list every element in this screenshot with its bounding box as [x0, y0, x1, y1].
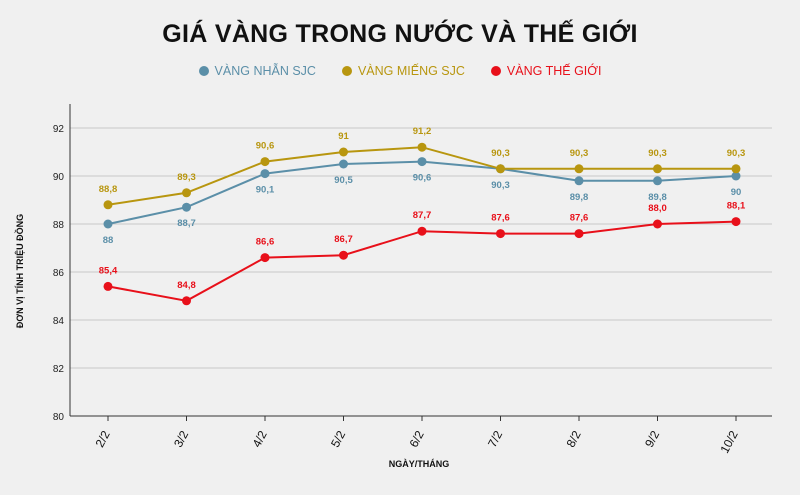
data-point [182, 188, 191, 198]
legend-item-vang-mieng: VÀNG MIẾNG SJC [341, 64, 465, 78]
data-point [574, 176, 584, 186]
data-point [417, 157, 427, 167]
y-tick-label: 82 [53, 364, 65, 375]
x-tick-label: 10/2 [717, 428, 740, 455]
data-point [103, 281, 113, 291]
data-point [417, 226, 427, 236]
x-tick-label: 5/2 [328, 428, 348, 450]
legend-marker-vang-nhan [198, 66, 209, 76]
data-point [339, 159, 348, 169]
data-label: 90,6 [256, 141, 275, 152]
y-tick-label: 86 [53, 268, 65, 279]
data-label: 90,3 [648, 148, 667, 159]
data-label: 87,7 [413, 210, 432, 221]
data-label: 88,0 [648, 203, 667, 214]
data-point [653, 176, 662, 186]
data-label: 88,1 [727, 201, 746, 212]
y-tick-label: 90 [53, 172, 65, 183]
data-point [103, 219, 113, 229]
data-label: 89,8 [570, 192, 589, 203]
data-point [260, 253, 270, 263]
legend-marker-vang-the-gioi [490, 66, 501, 76]
data-point [260, 157, 270, 167]
data-point [731, 217, 741, 227]
x-tick-label: 4/2 [250, 428, 270, 450]
data-point [182, 202, 191, 212]
data-label: 90 [731, 187, 742, 198]
data-label: 90,3 [491, 180, 510, 191]
data-label: 90,3 [570, 148, 589, 159]
legend-label-vang-the-gioi: VÀNG THẾ GIỚI [506, 64, 602, 78]
y-tick-label: 92 [53, 124, 65, 135]
data-point [574, 164, 584, 174]
data-point [182, 296, 191, 306]
data-label: 86,7 [334, 234, 353, 245]
data-label: 89,3 [177, 172, 196, 183]
data-point [574, 229, 584, 239]
data-label: 86,6 [256, 237, 275, 248]
x-axis-title: NGÀY/THÁNG [388, 459, 450, 469]
x-tick-label: 7/2 [485, 428, 505, 450]
data-label: 89,8 [648, 192, 667, 203]
legend-item-vang-nhan: VÀNG NHẪN SJC [198, 64, 316, 78]
x-tick-label: 8/2 [564, 428, 584, 450]
data-point [260, 169, 270, 179]
data-label: 90,3 [491, 148, 510, 159]
data-point [731, 164, 741, 174]
data-label: 84,8 [177, 280, 196, 291]
data-label: 87,6 [570, 213, 589, 224]
data-label: 85,4 [99, 265, 118, 276]
data-label: 90,5 [334, 175, 353, 186]
x-tick-label: 2/2 [93, 428, 113, 450]
data-label: 90,3 [727, 148, 746, 159]
data-label: 88 [103, 235, 114, 246]
legend-marker-vang-mieng [341, 66, 352, 76]
x-tick-label: 6/2 [407, 428, 427, 450]
x-tick-label: 3/2 [171, 428, 191, 450]
data-point [731, 171, 741, 181]
legend-label-vang-mieng: VÀNG MIẾNG SJC [357, 64, 465, 78]
data-point [339, 250, 348, 260]
data-point [496, 164, 505, 174]
data-label: 87,6 [491, 213, 510, 224]
y-axis-title: ĐƠN VỊ TÍNH TRIỆU ĐỒNG [15, 213, 25, 329]
data-label: 91 [338, 131, 349, 142]
y-tick-label: 80 [53, 412, 65, 423]
legend-item-vang-the-gioi: VÀNG THẾ GIỚI [490, 64, 602, 78]
data-point [417, 142, 427, 152]
x-tick-label: 9/2 [642, 428, 662, 450]
data-point [653, 219, 662, 229]
data-point [339, 147, 348, 157]
legend-label-vang-nhan: VÀNG NHẪN SJC [214, 64, 316, 78]
y-tick-label: 84 [53, 316, 65, 327]
data-label: 91,2 [413, 126, 432, 137]
legend: VÀNG NHẪN SJC VÀNG MIẾNG SJC VÀNG THẾ GI… [0, 64, 800, 78]
data-label: 90,6 [413, 173, 432, 184]
data-label: 88,8 [99, 184, 118, 195]
chart-title: GIÁ VÀNG TRONG NƯỚC VÀ THẾ GIỚI [162, 20, 638, 48]
data-point [653, 164, 662, 174]
data-point [103, 200, 113, 210]
data-label: 90,1 [256, 185, 275, 196]
y-tick-label: 88 [53, 220, 65, 231]
data-point [496, 229, 505, 239]
data-label: 88,7 [177, 218, 196, 229]
